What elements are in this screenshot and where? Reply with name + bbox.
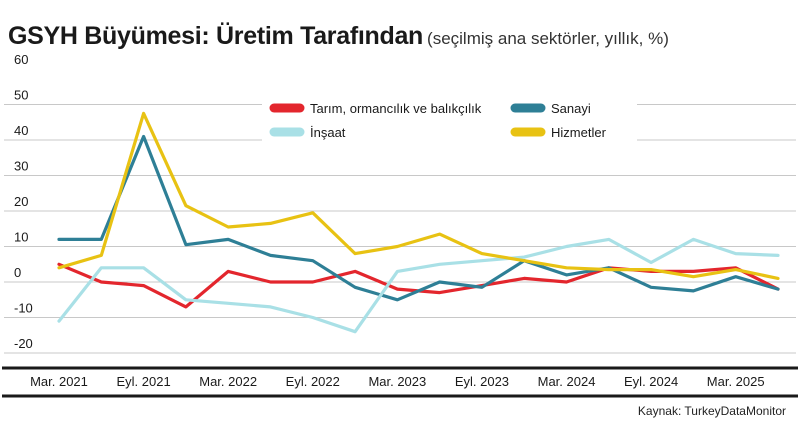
series-line [57, 134, 780, 302]
y-axis-tick-labels: 60 50 40 30 20 10 0 -10 -20 [14, 52, 33, 351]
legend-label: İnşaat [310, 125, 346, 140]
x-tick-label: Mar. 2022 [199, 374, 257, 389]
legend-label: Tarım, ormancılık ve balıkçılık [310, 101, 482, 116]
x-tick-label: Mar. 2021 [30, 374, 88, 389]
series-line [57, 111, 780, 280]
legend-background [262, 96, 637, 150]
x-tick-label: Mar. 2023 [368, 374, 426, 389]
x-tick-label: Eyl. 2023 [455, 374, 509, 389]
x-tick-label: Eyl. 2024 [624, 374, 678, 389]
y-tick-label: 30 [14, 159, 28, 174]
y-tick-label: -20 [14, 336, 33, 351]
y-tick-label: 0 [14, 265, 21, 280]
chart-title-block: GSYH Büyümesi: Üretim Tarafından (seçilmi… [8, 22, 669, 51]
legend: Tarım, ormancılık ve balıkçılık Sanayi İnş… [262, 96, 637, 150]
x-axis-tick-labels: Mar. 2021 Eyl. 2021 Mar. 2022 Eyl. 2022 Mar.… [30, 374, 765, 389]
y-tick-label: -10 [14, 301, 33, 316]
legend-label: Sanayi [551, 101, 591, 116]
legend-label: Hizmetler [551, 125, 607, 140]
x-tick-label: Mar. 2025 [707, 374, 765, 389]
y-tick-label: 10 [14, 230, 28, 245]
x-tick-label: Eyl. 2021 [116, 374, 170, 389]
source-note: Kaynak: TurkeyDataMonitor [637, 404, 786, 418]
y-tick-label: 50 [14, 88, 28, 103]
chart-title: GSYH Büyümesi: Üretim Tarafından [8, 22, 424, 50]
y-tick-label: 60 [14, 52, 28, 67]
series-line [57, 237, 780, 334]
y-tick-label: 40 [14, 123, 28, 138]
x-tick-label: Mar. 2024 [538, 374, 596, 389]
x-tick-label: Eyl. 2022 [286, 374, 340, 389]
chart-subtitle: (seçilmiş ana sektörler, yıllık, %) [427, 29, 669, 48]
y-tick-label: 20 [14, 194, 28, 209]
series-lines [57, 111, 780, 334]
